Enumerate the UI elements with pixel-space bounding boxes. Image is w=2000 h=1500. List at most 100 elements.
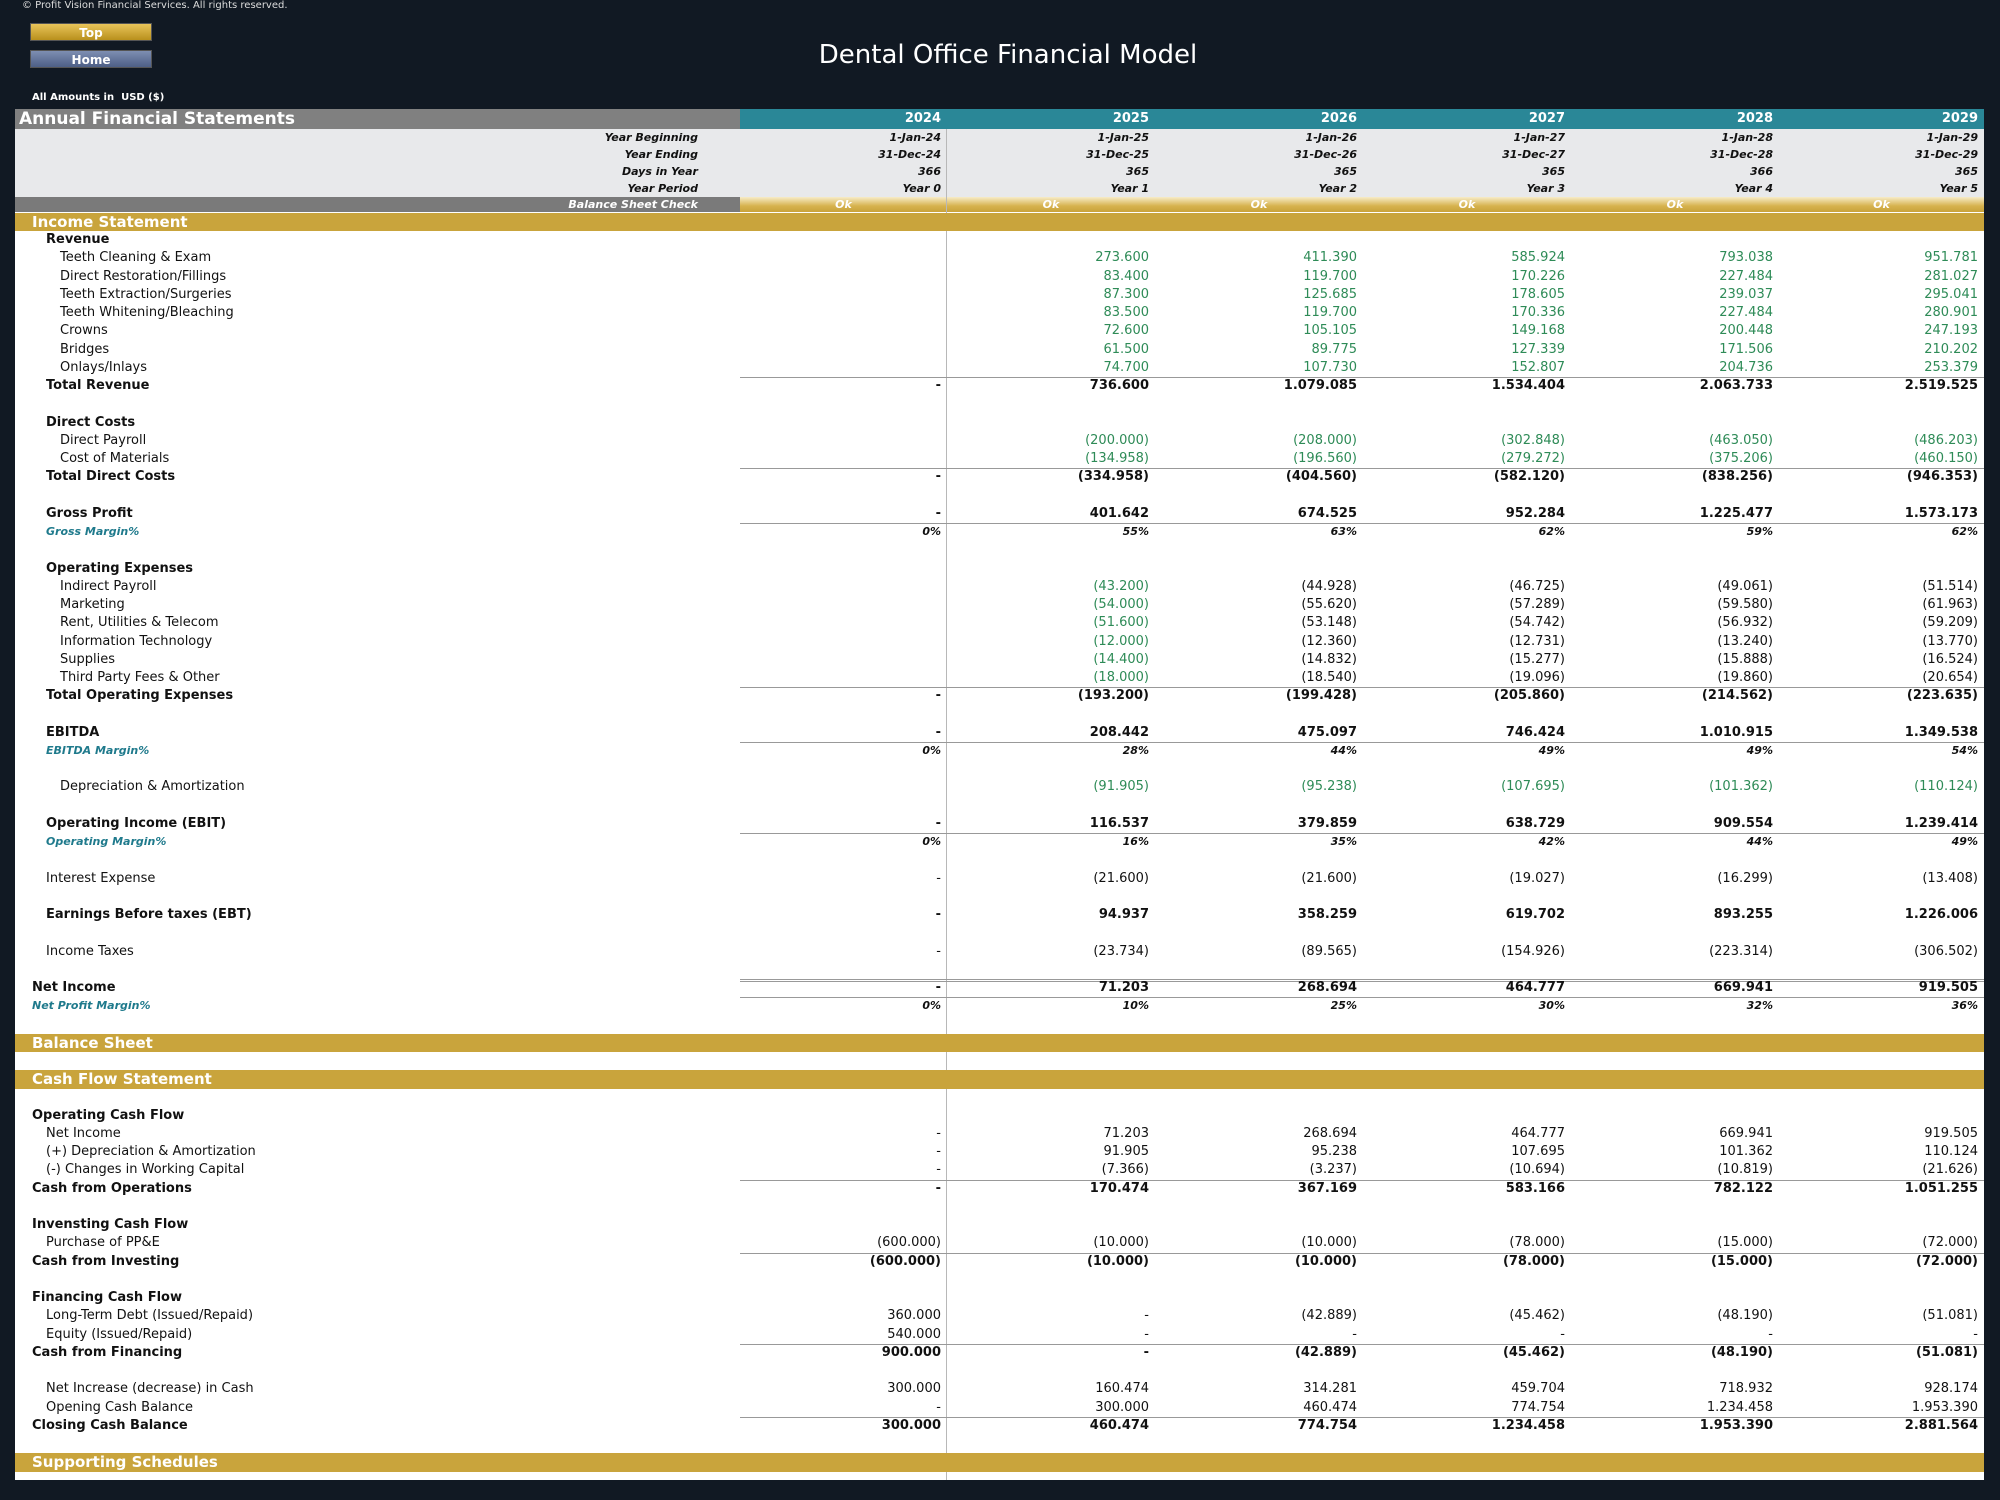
row-value: 227.484 bbox=[1719, 305, 1773, 321]
row-value: (10.000) bbox=[1093, 1235, 1149, 1251]
row-label: Cash from Financing bbox=[32, 1344, 183, 1360]
period-cell: 31-Dec-25 bbox=[1086, 148, 1149, 161]
row-label: (+) Depreciation & Amortization bbox=[46, 1144, 256, 1160]
row-value: - bbox=[936, 870, 941, 886]
section-title: Balance Sheet bbox=[32, 1033, 153, 1052]
row-value: (21.626) bbox=[1922, 1162, 1978, 1178]
row-value: (45.462) bbox=[1509, 1308, 1565, 1324]
row-value: (18.540) bbox=[1301, 670, 1357, 685]
row-value: (404.560) bbox=[1285, 469, 1357, 485]
top-button[interactable]: Top bbox=[30, 23, 152, 41]
row-value: (205.860) bbox=[1493, 688, 1565, 704]
row-label: Operating Expenses bbox=[46, 560, 194, 576]
check-cell bbox=[1571, 197, 1779, 212]
row-label: Opening Cash Balance bbox=[46, 1399, 193, 1415]
row-value: - bbox=[935, 1180, 941, 1196]
currency-note: All Amounts in USD ($) bbox=[32, 92, 165, 103]
check-cell bbox=[1155, 197, 1363, 212]
row-value: 782.122 bbox=[1713, 1180, 1773, 1196]
row-value: (49.061) bbox=[1717, 578, 1773, 594]
year-label: 2028 bbox=[1736, 111, 1773, 126]
row-value: 152.807 bbox=[1511, 359, 1565, 375]
period-cell: Year 3 bbox=[1526, 182, 1565, 195]
row-value: 900.000 bbox=[881, 1344, 941, 1360]
row-value: 83.500 bbox=[1103, 305, 1150, 321]
header-title: Annual Financial Statements bbox=[19, 109, 296, 129]
row-value: 227.484 bbox=[1719, 268, 1773, 284]
row-value: (89.565) bbox=[1301, 943, 1357, 959]
section-title: Cash Flow Statement bbox=[32, 1070, 212, 1089]
row-value: - bbox=[935, 378, 941, 394]
row-label: Interest Expense bbox=[46, 870, 156, 886]
check-value: Ok bbox=[835, 198, 852, 211]
row-value: - bbox=[1143, 1344, 1149, 1360]
check-cell bbox=[947, 197, 1155, 212]
home-button[interactable]: Home bbox=[30, 50, 152, 68]
period-label: Days in Year bbox=[621, 165, 698, 178]
row-value: (10.000) bbox=[1294, 1253, 1357, 1269]
row-value: 63% bbox=[1330, 525, 1357, 539]
row-label: Equity (Issued/Repaid) bbox=[46, 1326, 193, 1342]
row-value: 210.202 bbox=[1924, 341, 1978, 357]
row-value: (208.000) bbox=[1293, 432, 1357, 448]
year-label: 2026 bbox=[1320, 111, 1357, 126]
row-value: 0% bbox=[922, 835, 941, 849]
row-label: Total Operating Expenses bbox=[46, 688, 234, 704]
period-cell: Year 1 bbox=[1110, 182, 1149, 195]
row-value: 909.554 bbox=[1713, 815, 1773, 831]
row-value: (46.725) bbox=[1509, 578, 1565, 594]
row-value: - bbox=[935, 907, 941, 923]
row-value: (14.400) bbox=[1093, 651, 1149, 667]
row-label: Indirect Payroll bbox=[60, 578, 157, 594]
row-border bbox=[740, 1343, 1984, 1345]
row-value: (107.695) bbox=[1501, 779, 1565, 795]
row-label: Teeth Extraction/Surgeries bbox=[60, 286, 232, 302]
row-value: (463.050) bbox=[1709, 432, 1773, 448]
row-value: 107.730 bbox=[1303, 359, 1357, 375]
row-value: (302.848) bbox=[1501, 432, 1565, 448]
row-value: 200.448 bbox=[1719, 323, 1773, 339]
row-value: (15.277) bbox=[1509, 651, 1565, 667]
row-value: 170.226 bbox=[1511, 268, 1565, 284]
row-value: 54% bbox=[1951, 743, 1978, 757]
section-band bbox=[15, 213, 1984, 232]
row-value: 674.525 bbox=[1297, 505, 1357, 521]
check-value: Ok bbox=[1666, 198, 1684, 211]
row-value: 44% bbox=[1746, 835, 1773, 849]
row-value: - bbox=[935, 724, 941, 740]
row-label: Cash from Investing bbox=[32, 1253, 180, 1269]
row-value: (43.200) bbox=[1093, 578, 1149, 594]
row-value: - bbox=[935, 815, 941, 831]
row-value: 460.474 bbox=[1089, 1417, 1149, 1433]
row-value: (10.819) bbox=[1717, 1162, 1773, 1178]
row-label: Operating Cash Flow bbox=[32, 1107, 185, 1123]
period-cell: 31-Dec-28 bbox=[1710, 148, 1773, 161]
row-value: 89.775 bbox=[1311, 341, 1358, 357]
year-cell bbox=[1779, 109, 1984, 129]
row-value: 464.777 bbox=[1511, 1126, 1565, 1141]
period-cell: 31-Dec-26 bbox=[1294, 148, 1357, 161]
row-label: Rent, Utilities & Telecom bbox=[60, 615, 219, 631]
row-value: (13.240) bbox=[1717, 633, 1773, 649]
row-value: (72.000) bbox=[1922, 1235, 1978, 1251]
row-value: 125.685 bbox=[1303, 286, 1357, 302]
row-value: (45.462) bbox=[1502, 1344, 1565, 1360]
row-value: 928.174 bbox=[1924, 1381, 1978, 1397]
row-value: 314.281 bbox=[1303, 1381, 1357, 1397]
row-value: (199.428) bbox=[1285, 688, 1357, 704]
row-label: Net Increase (decrease) in Cash bbox=[46, 1381, 254, 1397]
row-value: (15.000) bbox=[1710, 1253, 1773, 1269]
row-value: - bbox=[936, 1144, 941, 1160]
section-band bbox=[15, 1033, 1984, 1053]
row-value: (48.190) bbox=[1717, 1308, 1773, 1324]
period-label: Year Beginning bbox=[604, 131, 698, 144]
check-value: Ok bbox=[1458, 198, 1476, 211]
period-label: Year Period bbox=[627, 182, 698, 195]
row-value: - bbox=[936, 1162, 941, 1178]
row-label: Information Technology bbox=[60, 633, 213, 649]
row-value: 360.000 bbox=[887, 1308, 941, 1324]
row-value: 94.937 bbox=[1098, 907, 1149, 923]
row-value: (12.000) bbox=[1093, 633, 1149, 649]
row-value: 10% bbox=[1122, 999, 1149, 1013]
row-value: - bbox=[1973, 1326, 1978, 1342]
